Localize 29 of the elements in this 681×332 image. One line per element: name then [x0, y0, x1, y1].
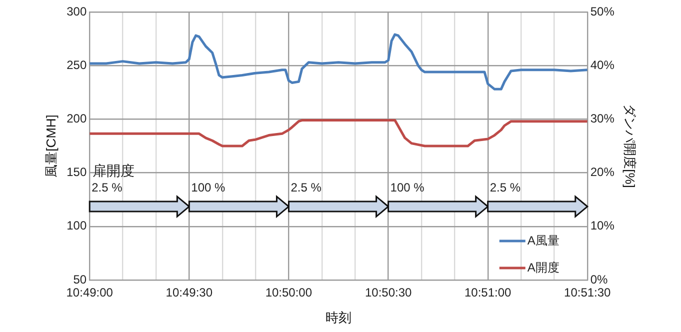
x-tick-label: 10:51:30	[564, 286, 612, 300]
y-tick-label: 200	[66, 112, 87, 126]
annotation: 100 %	[390, 180, 425, 195]
y2-axis-title: ダンパ開度[%]	[622, 104, 638, 188]
y-axis-title: 風量[CMH]	[43, 114, 58, 178]
y-tick-label: 50	[73, 272, 87, 286]
y-tick-label: 100	[66, 218, 87, 233]
y-tick-label: 150	[66, 165, 87, 180]
legend-label: A風量	[527, 233, 560, 248]
x-tick-label: 10:50:30	[364, 286, 412, 300]
x-tick-label: 10:49:00	[66, 286, 114, 300]
annotation: 2.5 %	[290, 180, 322, 195]
annotation: 100 %	[191, 180, 226, 195]
y-tick-label: 300	[66, 4, 87, 18]
x-tick-label: 10:49:30	[166, 286, 213, 300]
y-tick-label: 250	[66, 58, 87, 72]
y2-tick-label: 20%	[590, 165, 615, 180]
annotation: 扉開度	[92, 162, 135, 178]
x-axis-title: 時刻	[326, 310, 352, 325]
y2-tick-label: 50%	[590, 4, 615, 18]
y2-tick-label: 0%	[590, 272, 608, 286]
annotation: 2.5 %	[92, 180, 123, 195]
annotation: 2.5 %	[490, 180, 521, 195]
y2-tick-label: 10%	[590, 218, 615, 233]
y2-tick-label: 40%	[590, 58, 615, 72]
legend-label: A開度	[527, 260, 560, 274]
y2-tick-label: 30%	[590, 112, 615, 126]
x-tick-label: 10:51:00	[464, 286, 512, 300]
x-tick-label: 10:50:00	[265, 286, 312, 300]
